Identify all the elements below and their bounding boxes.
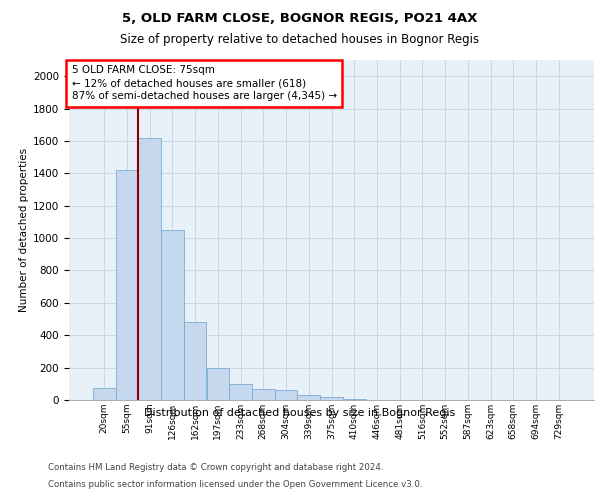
Bar <box>252 388 275 400</box>
Text: Size of property relative to detached houses in Bognor Regis: Size of property relative to detached ho… <box>121 32 479 46</box>
Text: Distribution of detached houses by size in Bognor Regis: Distribution of detached houses by size … <box>145 408 455 418</box>
Bar <box>206 368 229 400</box>
Text: 5, OLD FARM CLOSE, BOGNOR REGIS, PO21 4AX: 5, OLD FARM CLOSE, BOGNOR REGIS, PO21 4A… <box>122 12 478 26</box>
Text: Contains HM Land Registry data © Crown copyright and database right 2024.: Contains HM Land Registry data © Crown c… <box>48 462 383 471</box>
Bar <box>93 388 116 400</box>
Bar <box>116 170 139 400</box>
Bar <box>343 399 365 400</box>
Y-axis label: Number of detached properties: Number of detached properties <box>19 148 29 312</box>
Text: Contains public sector information licensed under the Open Government Licence v3: Contains public sector information licen… <box>48 480 422 489</box>
Text: 5 OLD FARM CLOSE: 75sqm
← 12% of detached houses are smaller (618)
87% of semi-d: 5 OLD FARM CLOSE: 75sqm ← 12% of detache… <box>71 65 337 102</box>
Bar <box>184 322 206 400</box>
Bar <box>298 395 320 400</box>
Bar <box>229 384 252 400</box>
Bar <box>275 390 298 400</box>
Bar <box>161 230 184 400</box>
Bar <box>139 138 161 400</box>
Bar <box>320 397 343 400</box>
